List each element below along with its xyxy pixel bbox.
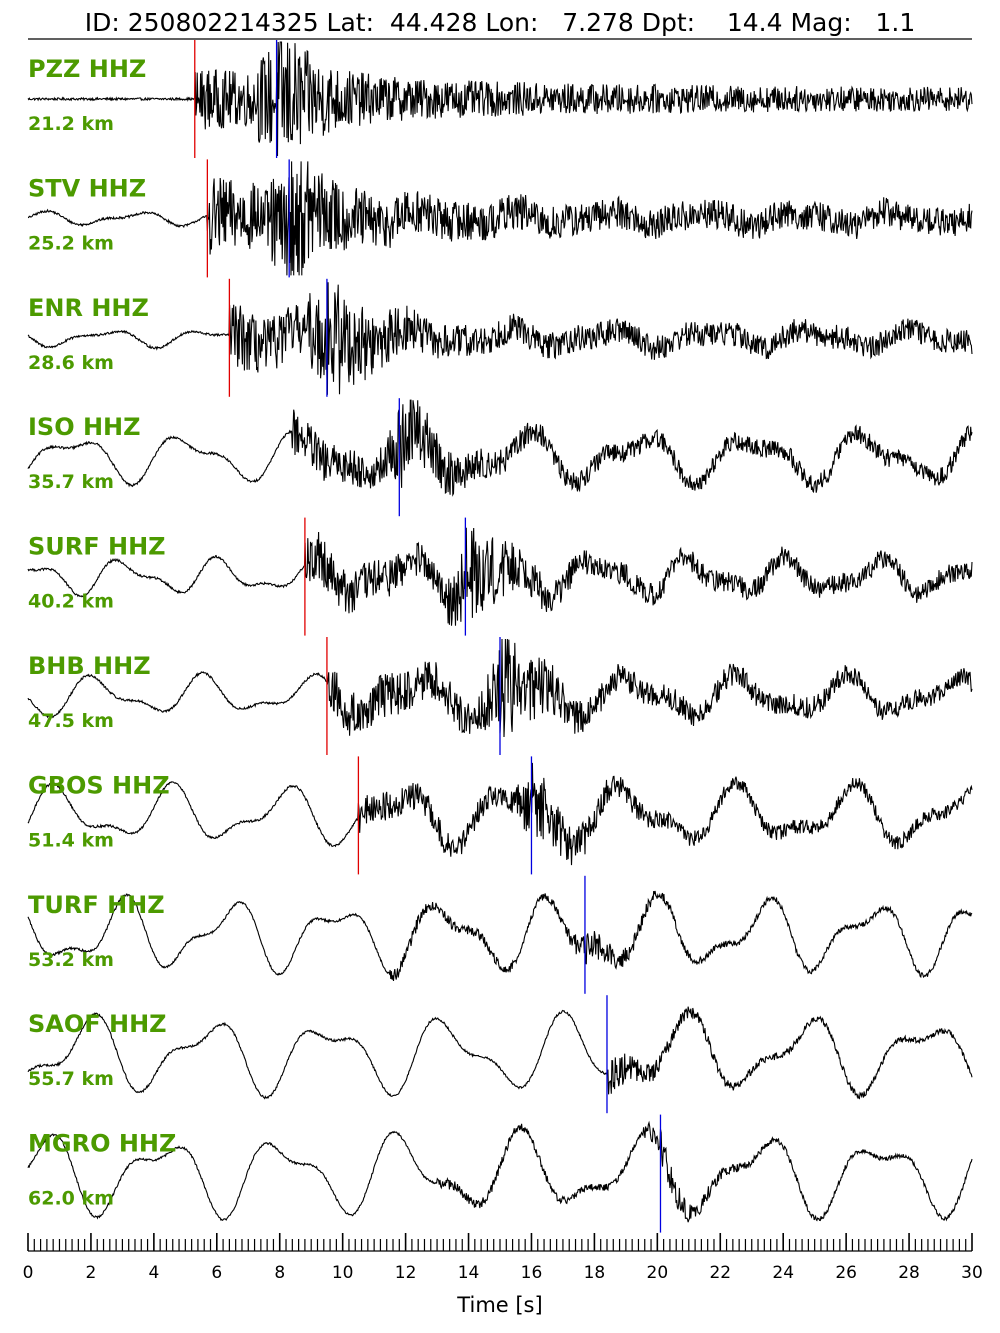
distance-label: 62.0 km <box>28 1188 114 1210</box>
trace-panel: SAOF HHZ 55.7 km <box>27 995 973 1114</box>
distance-label: 53.2 km <box>28 949 114 971</box>
distance-label: 51.4 km <box>28 829 114 851</box>
x-tick-label: 12 <box>395 1263 417 1283</box>
trace-panel: STV HHZ 25.2 km <box>27 159 973 278</box>
trace-panel: ENR HHZ 28.6 km <box>27 278 973 397</box>
station-label: ISO HHZ <box>28 413 141 441</box>
trace-panel: PZZ HHZ 21.2 km <box>27 40 973 158</box>
x-tick-label: 0 <box>23 1263 34 1283</box>
distance-label: 55.7 km <box>28 1068 114 1090</box>
waveform-trace <box>27 41 973 157</box>
x-tick-label: 26 <box>835 1263 857 1283</box>
waveform-trace <box>27 161 973 276</box>
x-axis-label: Time [s] <box>456 1293 542 1317</box>
x-tick-label: 8 <box>274 1263 285 1283</box>
trace-panel: TURF HHZ 53.2 km <box>27 875 973 994</box>
x-tick-label: 16 <box>521 1263 543 1283</box>
x-tick-label: 28 <box>898 1263 920 1283</box>
waveform-trace <box>27 1006 973 1100</box>
trace-panel: GBOS HHZ 51.4 km <box>27 756 973 875</box>
x-tick-label: 4 <box>148 1263 159 1283</box>
waveform-trace <box>27 1120 973 1223</box>
station-label: TURF HHZ <box>28 891 165 919</box>
station-label: GBOS HHZ <box>28 771 170 799</box>
distance-label: 28.6 km <box>28 352 114 374</box>
x-tick-label: 2 <box>86 1263 97 1283</box>
x-tick-label: 20 <box>647 1263 669 1283</box>
x-tick-label: 30 <box>961 1263 983 1283</box>
waveform-trace <box>27 282 973 395</box>
trace-panel: ISO HHZ 35.7 km <box>27 398 973 517</box>
station-label: STV HHZ <box>28 174 146 202</box>
waveform-trace <box>27 527 973 626</box>
waveform-trace <box>27 890 973 981</box>
trace-panels: PZZ HHZ 21.2 km STV HHZ 25.2 km ENR HHZ 28.6 … <box>27 40 973 1233</box>
x-tick-label: 18 <box>584 1263 606 1283</box>
trace-panel: MGRO HHZ 62.0 km <box>27 1114 973 1233</box>
distance-label: 47.5 km <box>28 710 114 732</box>
station-label: SAOF HHZ <box>28 1010 167 1038</box>
waveform-trace <box>27 399 973 497</box>
x-tick-label: 14 <box>458 1263 480 1283</box>
distance-label: 25.2 km <box>28 232 114 254</box>
trace-panel: BHB HHZ 47.5 km <box>27 637 973 755</box>
time-axis: 0 2 4 6 8 10 12 14 16 18 20 22 24 26 28 30 <box>23 1233 983 1283</box>
station-label: SURF HHZ <box>28 533 166 561</box>
station-label: ENR HHZ <box>28 294 149 322</box>
x-tick-label: 22 <box>709 1263 731 1283</box>
trace-panel: SURF HHZ 40.2 km <box>27 517 973 636</box>
distance-label: 40.2 km <box>28 591 114 613</box>
station-label: BHB HHZ <box>28 652 151 680</box>
x-tick-label: 10 <box>332 1263 354 1283</box>
station-label: MGRO HHZ <box>28 1130 176 1158</box>
x-tick-label: 24 <box>772 1263 794 1283</box>
x-tick-label: 6 <box>211 1263 222 1283</box>
waveform-trace <box>27 762 973 866</box>
distance-label: 21.2 km <box>28 113 114 135</box>
distance-label: 35.7 km <box>28 471 114 493</box>
chart-title: ID: 250802214325 Lat: 44.428 Lon: 7.278 … <box>85 8 916 37</box>
station-label: PZZ HHZ <box>28 55 146 83</box>
